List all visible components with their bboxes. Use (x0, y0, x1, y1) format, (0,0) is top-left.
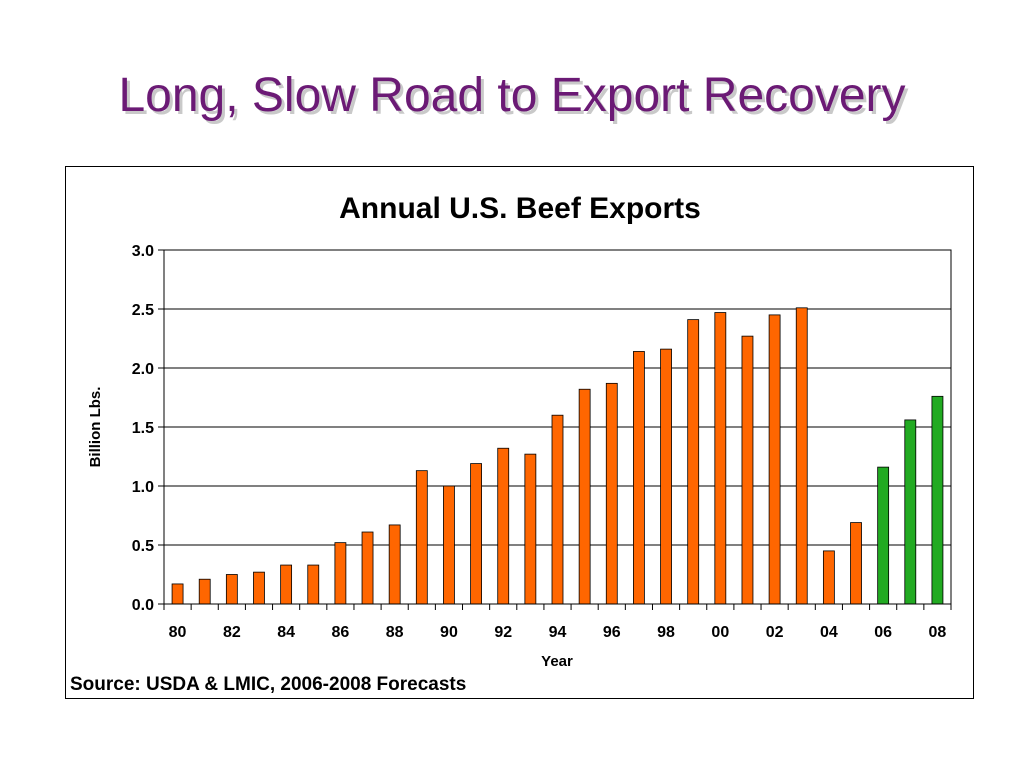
y-tick-label: 1.0 (132, 479, 154, 496)
bar-2004 (822, 550, 835, 605)
x-tick-label: 02 (766, 624, 784, 641)
x-tick-label: 08 (929, 624, 947, 641)
x-tick-label: 00 (711, 624, 729, 641)
bar-2003 (795, 307, 808, 605)
x-tick-label: 88 (386, 624, 404, 641)
bar-1982 (225, 574, 238, 605)
x-tick-label: 84 (277, 624, 295, 641)
bar-2000 (714, 312, 727, 605)
x-axis-label: Year (541, 653, 573, 670)
x-tick-label: 82 (223, 624, 241, 641)
bar-1987 (361, 531, 374, 605)
y-tick-label: 0.0 (132, 597, 154, 614)
y-tick-label: 2.5 (132, 302, 154, 319)
bar-1993 (524, 453, 537, 605)
y-axis-label: Billion Lbs. (87, 387, 104, 468)
x-tick-label: 94 (549, 624, 567, 641)
bar-2007 (904, 419, 917, 605)
bar-2001 (741, 335, 754, 605)
bar-1995 (578, 388, 591, 605)
y-tick-label: 0.5 (132, 538, 154, 555)
y-tick-label: 3.0 (132, 243, 154, 260)
bar-1997 (633, 351, 645, 605)
x-tick-label: 96 (603, 624, 621, 641)
slide-title: Long, Slow Road to Export Recovery (118, 69, 906, 122)
x-axis-ticks: 80 82 84 86 88 90 92 94 96 98 00 02 04 06 08 (163, 604, 952, 641)
bar-1996 (605, 382, 618, 605)
chart-frame (65, 166, 974, 699)
bar-2002 (768, 314, 781, 605)
bar-1994 (551, 414, 564, 605)
bar-1989 (415, 470, 428, 605)
chart-title: Annual U.S. Beef Exports (339, 192, 701, 225)
bar-1984 (280, 564, 293, 605)
bar-2005 (850, 522, 862, 605)
bar-2008 (931, 395, 944, 605)
bar-1998 (660, 348, 672, 605)
bar-1999 (687, 319, 700, 605)
bar-1990 (443, 485, 455, 605)
x-tick-label: 80 (169, 624, 187, 641)
bar-1988 (388, 524, 401, 605)
bar-1985 (307, 564, 320, 605)
x-tick-label: 06 (874, 624, 892, 641)
y-axis-ticks: 0.0 0.5 1.0 1.5 2.0 2.5 3.0 (132, 243, 164, 614)
x-tick-label: 86 (331, 624, 349, 641)
x-tick-label: 04 (820, 624, 838, 641)
x-tick-label: 98 (657, 624, 675, 641)
bar-1981 (198, 578, 211, 605)
bar-1980 (171, 583, 184, 605)
bar-1983 (253, 571, 265, 605)
x-tick-label: 92 (494, 624, 512, 641)
x-tick-label: 90 (440, 624, 458, 641)
y-tick-label: 2.0 (132, 361, 154, 378)
bar-1992 (497, 447, 510, 605)
bars (171, 307, 944, 605)
y-tick-label: 1.5 (132, 420, 154, 437)
source-note: Source: USDA & LMIC, 2006-2008 Forecasts (70, 674, 466, 695)
bar-1986 (334, 542, 347, 605)
bar-2006 (877, 466, 890, 605)
bar-1991 (470, 463, 482, 605)
